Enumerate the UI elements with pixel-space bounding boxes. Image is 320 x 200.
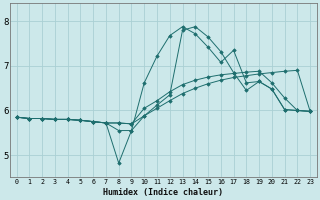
X-axis label: Humidex (Indice chaleur): Humidex (Indice chaleur) <box>103 188 223 197</box>
